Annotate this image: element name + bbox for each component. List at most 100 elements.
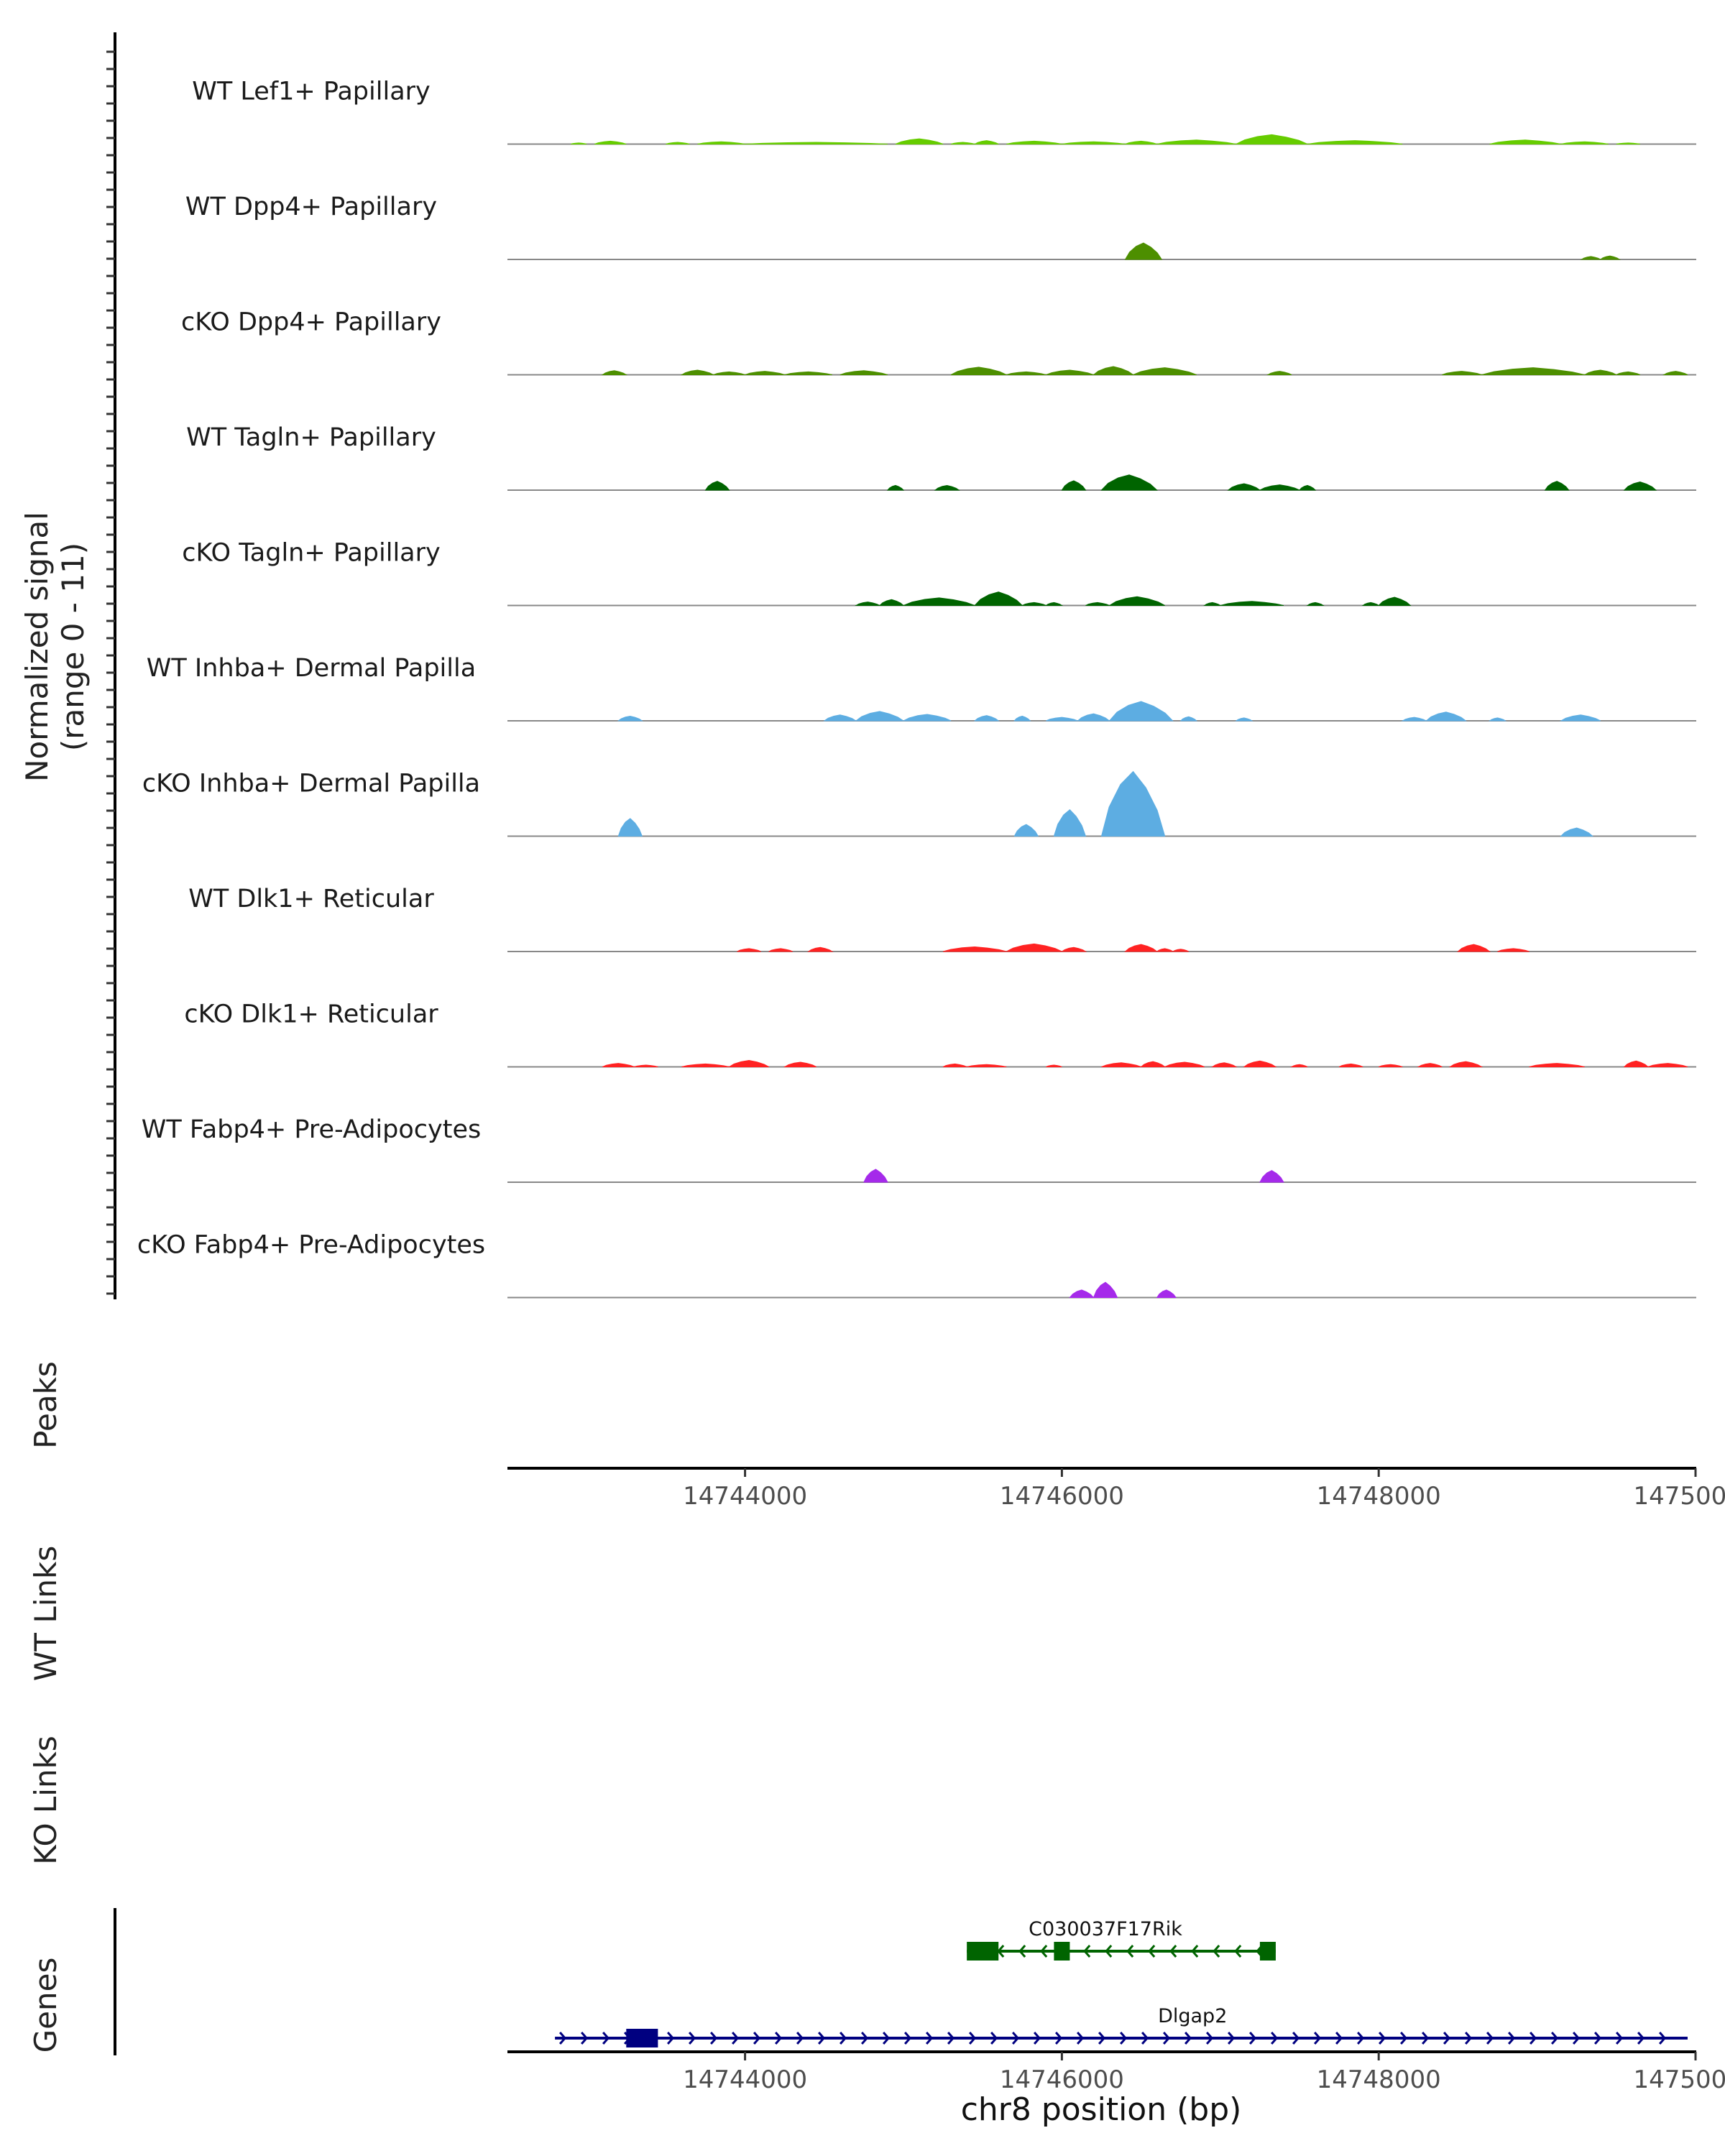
signal-peak bbox=[1529, 1063, 1585, 1067]
signal-peak bbox=[1164, 1061, 1205, 1067]
signal-peak bbox=[1338, 1063, 1363, 1067]
signal-peak bbox=[1085, 602, 1110, 606]
signal-peak bbox=[1559, 714, 1601, 722]
signal-peak bbox=[823, 714, 857, 722]
signal-peak bbox=[1006, 943, 1062, 952]
signal-peak bbox=[1662, 371, 1688, 375]
signal-peak bbox=[1108, 596, 1165, 606]
signal-peak bbox=[1092, 1281, 1118, 1298]
signal-peak bbox=[1401, 717, 1427, 722]
strand-arrow bbox=[882, 2032, 891, 2045]
strand-arrow bbox=[1292, 2032, 1300, 2045]
signal-peak bbox=[1203, 602, 1222, 606]
strand-arrow bbox=[1443, 2032, 1451, 2045]
strand-arrow bbox=[1213, 1945, 1220, 1958]
signal-peak bbox=[704, 481, 730, 491]
strand-arrow bbox=[839, 2032, 847, 2045]
genes-track-label: Genes bbox=[28, 1958, 63, 2053]
strand-arrow bbox=[1076, 2032, 1085, 2045]
strand-arrow bbox=[1227, 2032, 1236, 2045]
gene-name: Dlgap2 bbox=[1158, 2005, 1227, 2027]
signal-peak bbox=[594, 140, 627, 144]
strand-arrow bbox=[1486, 2032, 1494, 2045]
signal-peak bbox=[1290, 1064, 1308, 1067]
signal-peak bbox=[1062, 141, 1126, 144]
exon bbox=[1054, 1942, 1070, 1961]
strand-arrow bbox=[1593, 2032, 1602, 2045]
x-tick-label: 14746000 bbox=[1000, 2065, 1124, 2094]
signal-peak bbox=[942, 946, 1007, 952]
signal-peak bbox=[807, 946, 834, 952]
signal-peak bbox=[1616, 371, 1641, 375]
signal-peak bbox=[1266, 371, 1292, 375]
signal-peak bbox=[1211, 1062, 1238, 1067]
strand-arrow bbox=[1148, 1945, 1156, 1958]
signal-peak bbox=[1307, 140, 1403, 144]
signal-peak bbox=[634, 1064, 658, 1067]
strand-arrow bbox=[774, 2032, 783, 2045]
signal-peak bbox=[1259, 484, 1300, 491]
track-label: cKO Dpp4+ Papillary bbox=[181, 308, 441, 337]
strand-arrow bbox=[731, 2032, 740, 2045]
track: cKO Dlk1+ Reticular bbox=[184, 1000, 1696, 1068]
signal-peak bbox=[1377, 596, 1412, 606]
signal-peak bbox=[1156, 139, 1236, 144]
y-axis-title: Normalized signal bbox=[19, 512, 55, 782]
strand-arrow bbox=[580, 2032, 589, 2045]
strand-arrow bbox=[1637, 2032, 1645, 2045]
strand-arrow bbox=[1040, 1945, 1048, 1958]
signal-peak bbox=[1623, 1060, 1650, 1067]
signal-peak bbox=[1425, 711, 1467, 722]
x-axis-bottom: 14744000 14746000 14748000 14750000 bbox=[507, 2050, 1725, 2094]
exon bbox=[1259, 1942, 1276, 1961]
gene-name: C030037F17Rik bbox=[1029, 1918, 1182, 1940]
signal-peak bbox=[768, 948, 793, 952]
signal-peak bbox=[1006, 371, 1046, 375]
strand-arrow bbox=[558, 2032, 567, 2045]
track: WT Fabp4+ Pre-Adipocytes bbox=[142, 1115, 1696, 1183]
gene-annotations: C030037F17Rik Dlgap2 bbox=[555, 1918, 1688, 2047]
track-label: cKO Inhba+ Dermal Papilla bbox=[142, 770, 480, 798]
strand-arrow bbox=[1507, 2032, 1516, 2045]
track-label: WT Lef1+ Papillary bbox=[192, 78, 431, 106]
signal-peak bbox=[1544, 481, 1570, 491]
signal-peak bbox=[1156, 948, 1174, 952]
signal-peak bbox=[1227, 483, 1261, 491]
track: cKO Dpp4+ Papillary bbox=[181, 308, 1696, 376]
strand-arrow bbox=[1248, 2032, 1257, 2045]
strand-arrow bbox=[1105, 1945, 1113, 1958]
signal-peak bbox=[974, 591, 1024, 606]
x-tick-label: 14750000 bbox=[1633, 1482, 1725, 1511]
signal-peak bbox=[1580, 256, 1601, 260]
strand-arrow bbox=[1270, 2032, 1279, 2045]
signal-peak bbox=[617, 715, 644, 722]
strand-arrow bbox=[1421, 2032, 1430, 2045]
strand-arrow bbox=[1162, 2032, 1171, 2045]
signal-peak bbox=[1156, 1289, 1177, 1298]
signal-peak bbox=[680, 369, 714, 375]
track-label: WT Tagln+ Papillary bbox=[186, 423, 436, 452]
signal-peak bbox=[855, 711, 905, 722]
peaks-track-label: Peaks bbox=[28, 1361, 63, 1449]
signal-peak bbox=[840, 370, 888, 375]
signal-peak bbox=[1053, 808, 1087, 837]
signal-peak bbox=[1481, 367, 1585, 375]
strand-arrow bbox=[1313, 2032, 1322, 2045]
track: WT Inhba+ Dermal Papilla bbox=[147, 654, 1696, 722]
signal-peak bbox=[1069, 1289, 1095, 1298]
track: WT Dlk1+ Reticular bbox=[188, 885, 1696, 952]
signal-peak bbox=[602, 1063, 635, 1067]
signal-peak bbox=[1060, 946, 1087, 952]
track-label: cKO Fabp4+ Pre-Adipocytes bbox=[137, 1231, 485, 1260]
strand-arrow bbox=[1011, 2032, 1020, 2045]
signal-peak bbox=[1616, 142, 1640, 144]
strand-arrow bbox=[796, 2032, 804, 2045]
signal-peak bbox=[863, 1169, 888, 1183]
signal-peak bbox=[1259, 1170, 1284, 1183]
wt-links-label: WT Links bbox=[28, 1546, 63, 1681]
signal-peak bbox=[950, 367, 1007, 375]
signal-peak bbox=[934, 484, 960, 491]
coverage-tracks: WT Lef1+ Papillary WT Dpp4+ Papillary cKO … bbox=[137, 78, 1696, 1299]
exon bbox=[967, 1942, 999, 1961]
